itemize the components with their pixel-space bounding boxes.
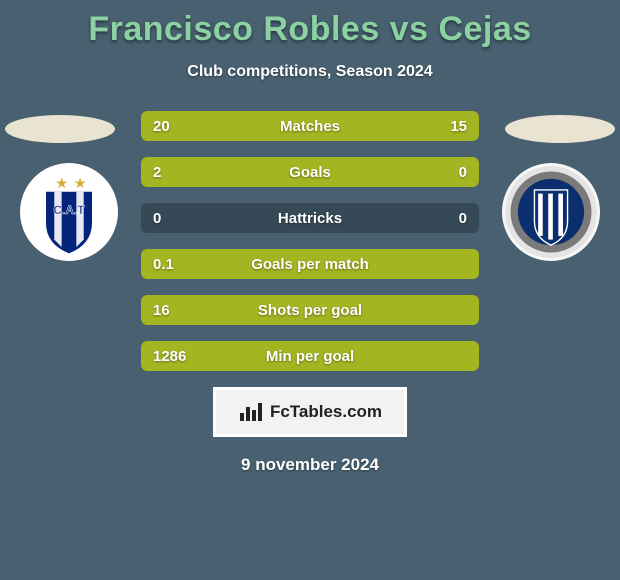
site-logo: FcTables.com (213, 387, 407, 437)
ellipse-left (5, 115, 115, 143)
stat-row: 16Shots per goal (141, 295, 479, 325)
svg-text:C.A.T: C.A.T (53, 203, 85, 217)
page-title: Francisco Robles vs Cejas (0, 0, 620, 49)
stat-label: Goals (141, 164, 479, 181)
bar-chart-icon (238, 399, 266, 425)
stat-value-right: 0 (459, 164, 467, 181)
stat-label: Hattricks (141, 210, 479, 227)
shield-icon: ★ ★ C.A.T (23, 166, 115, 258)
stat-row: 20Matches15 (141, 111, 479, 141)
stat-label: Min per goal (141, 348, 479, 365)
stat-row: 0Hattricks0 (141, 203, 479, 233)
ellipse-right (505, 115, 615, 143)
stat-label: Goals per match (141, 256, 479, 273)
club-crest-right (502, 163, 600, 261)
stat-rows: 20Matches152Goals00Hattricks00.1Goals pe… (141, 111, 479, 371)
club-crest-left: ★ ★ C.A.T (20, 163, 118, 261)
date-line: 9 november 2024 (0, 455, 620, 475)
stat-row: 1286Min per goal (141, 341, 479, 371)
stat-label: Matches (141, 118, 479, 135)
svg-text:★: ★ (74, 176, 87, 192)
content-area: ★ ★ C.A.T 20Matches152Goals00Hattricks00… (0, 111, 620, 475)
stat-value-right: 15 (450, 118, 467, 135)
comparison-card: Francisco Robles vs Cejas Club competiti… (0, 0, 620, 580)
stat-value-right: 0 (459, 210, 467, 227)
badge-icon (505, 166, 597, 258)
site-logo-text: FcTables.com (270, 402, 382, 422)
stat-row: 0.1Goals per match (141, 249, 479, 279)
subtitle: Club competitions, Season 2024 (0, 63, 620, 81)
stat-row: 2Goals0 (141, 157, 479, 187)
svg-text:★: ★ (55, 176, 68, 192)
stat-label: Shots per goal (141, 302, 479, 319)
